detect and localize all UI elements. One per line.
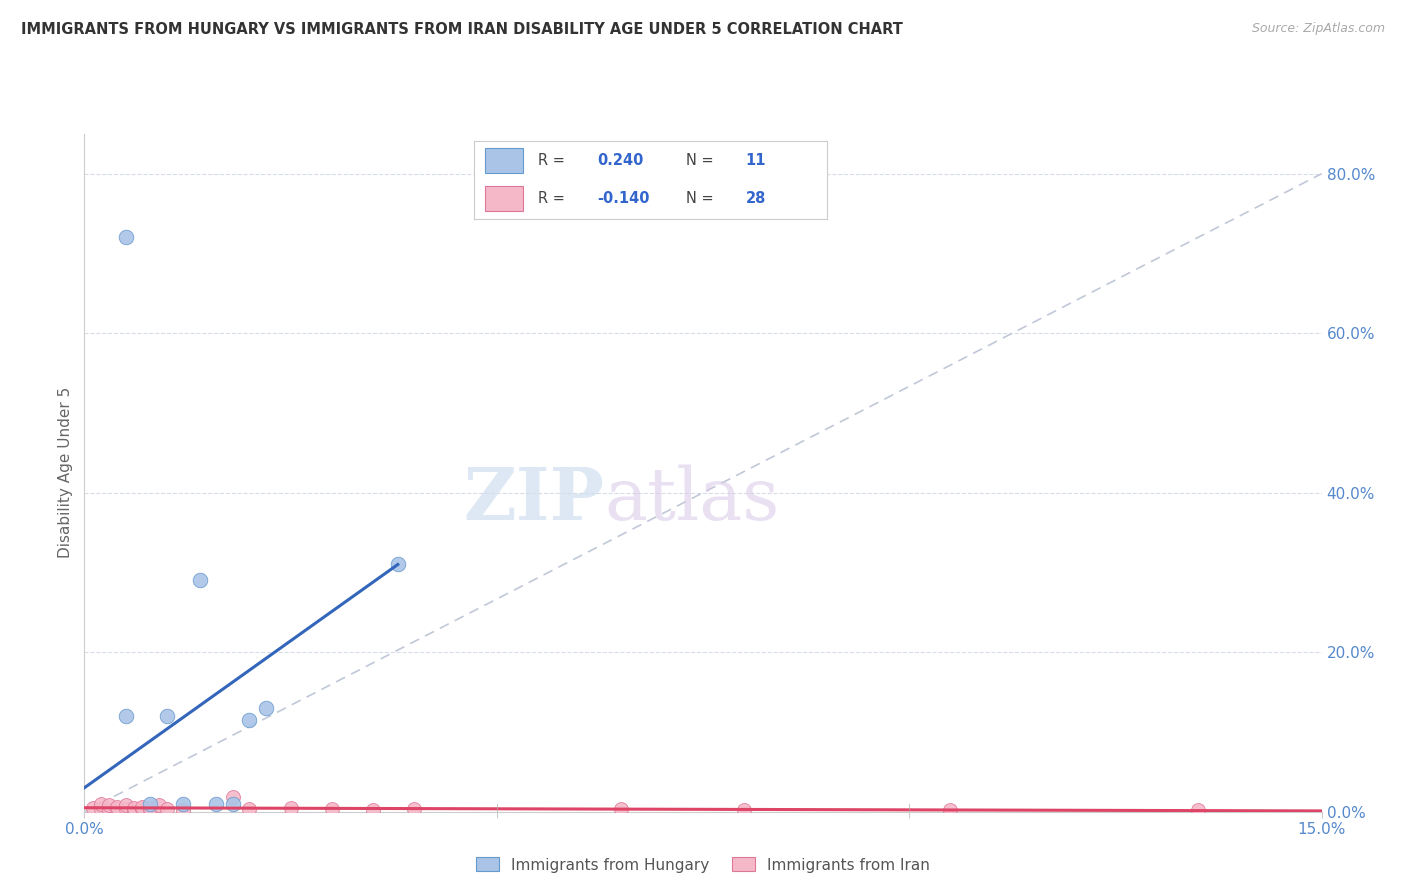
Point — [609, 802, 631, 816]
Point — [361, 803, 384, 817]
Point — [122, 801, 145, 815]
Point — [404, 802, 426, 816]
Point — [90, 797, 112, 811]
Point — [114, 230, 136, 244]
Point — [280, 801, 302, 815]
Point — [172, 797, 194, 811]
Point — [90, 802, 112, 816]
Point — [156, 709, 179, 723]
Point — [222, 797, 245, 811]
Point — [122, 803, 145, 817]
Point — [98, 798, 121, 813]
Point — [238, 802, 260, 816]
Point — [148, 798, 170, 813]
Point — [114, 798, 136, 813]
Point — [733, 803, 755, 817]
Point — [387, 558, 409, 572]
Point — [139, 803, 162, 817]
Y-axis label: Disability Age Under 5: Disability Age Under 5 — [58, 387, 73, 558]
Text: ZIP: ZIP — [463, 465, 605, 535]
Point — [131, 800, 153, 814]
Point — [172, 803, 194, 817]
Point — [105, 802, 128, 816]
Point — [82, 801, 104, 815]
Point — [254, 701, 277, 715]
Point — [205, 797, 228, 811]
Point — [131, 802, 153, 816]
Legend: Immigrants from Hungary, Immigrants from Iran: Immigrants from Hungary, Immigrants from… — [470, 851, 936, 879]
Point — [188, 574, 211, 588]
Point — [321, 802, 343, 816]
Point — [222, 790, 245, 805]
Point — [139, 801, 162, 815]
Point — [939, 803, 962, 817]
Text: Source: ZipAtlas.com: Source: ZipAtlas.com — [1251, 22, 1385, 36]
Text: IMMIGRANTS FROM HUNGARY VS IMMIGRANTS FROM IRAN DISABILITY AGE UNDER 5 CORRELATI: IMMIGRANTS FROM HUNGARY VS IMMIGRANTS FR… — [21, 22, 903, 37]
Point — [98, 803, 121, 817]
Point — [114, 709, 136, 723]
Point — [114, 802, 136, 816]
Point — [139, 797, 162, 811]
Point — [1187, 803, 1209, 817]
Point — [156, 802, 179, 816]
Text: atlas: atlas — [605, 465, 779, 535]
Point — [105, 800, 128, 814]
Point — [238, 713, 260, 727]
